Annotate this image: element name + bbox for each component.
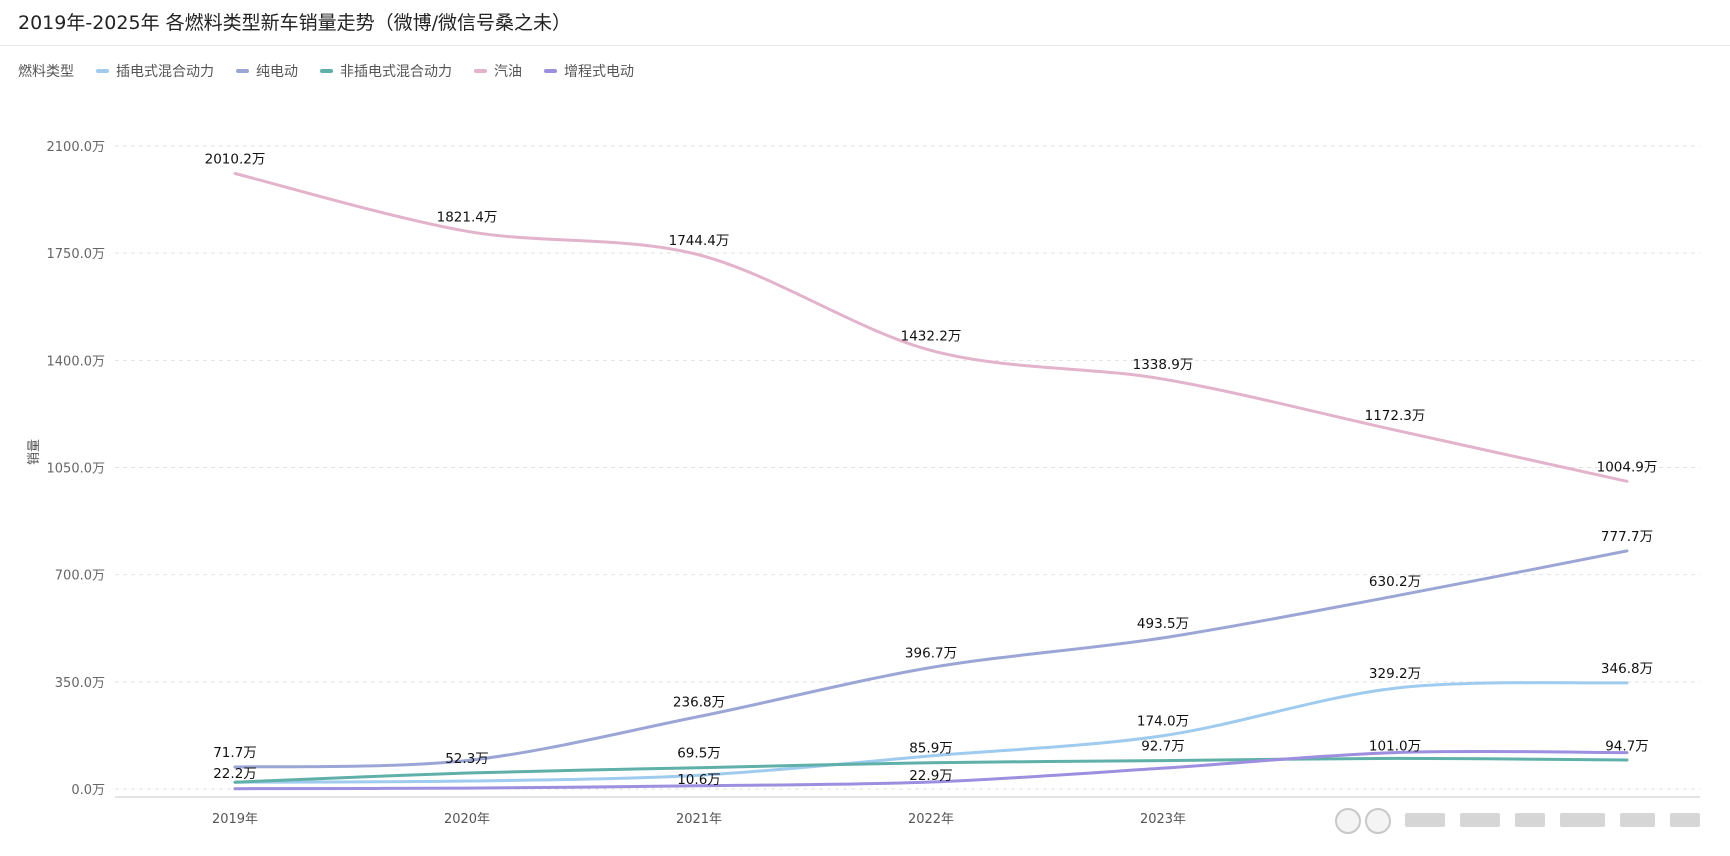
- watermark-overlay: [1335, 808, 1710, 834]
- data-label: 1172.3万: [1365, 408, 1426, 424]
- legend-swatch: [320, 69, 333, 73]
- data-label: 10.6万: [677, 772, 721, 788]
- watermark-block-icon: [1515, 813, 1545, 827]
- legend-item-erev[interactable]: 增程式电动: [544, 61, 634, 81]
- watermark-block-icon: [1670, 813, 1700, 827]
- chart-title: 2019年-2025年 各燃料类型新车销量走势（微博/微信号桑之未）: [18, 12, 572, 34]
- watermark-block-icon: [1460, 813, 1500, 827]
- data-label: 236.8万: [673, 694, 725, 710]
- legend-title: 燃料类型: [18, 64, 74, 80]
- y-tick-label: 350.0万: [55, 676, 105, 691]
- legend-item-phev[interactable]: 插电式混合动力: [96, 61, 214, 81]
- data-label: 630.2万: [1369, 574, 1421, 590]
- data-label: 2010.2万: [205, 151, 266, 167]
- legend-item-bev[interactable]: 纯电动: [236, 61, 298, 81]
- title-divider: [0, 45, 1730, 46]
- y-axis-title: 销量: [27, 439, 42, 465]
- data-label: 1744.4万: [669, 233, 730, 249]
- y-tick-label: 2100.0万: [47, 140, 106, 155]
- data-label: 85.9万: [909, 741, 953, 757]
- x-tick-label: 2022年: [908, 812, 954, 827]
- data-label: 92.7万: [1141, 739, 1185, 755]
- data-label: 101.0万: [1369, 739, 1421, 755]
- legend-item-hev[interactable]: 非插电式混合动力: [320, 61, 452, 81]
- watermark-circle-icon: [1335, 808, 1361, 834]
- legend-label: 非插电式混合动力: [340, 64, 452, 80]
- legend-label: 增程式电动: [564, 64, 634, 80]
- data-label: 777.7万: [1601, 529, 1653, 545]
- watermark-block-icon: [1560, 813, 1605, 827]
- legend-swatch: [544, 69, 557, 73]
- y-tick-label: 700.0万: [55, 569, 105, 584]
- y-tick-label: 0.0万: [71, 783, 105, 798]
- x-tick-label: 2021年: [676, 812, 722, 827]
- series-line-phev: [233, 681, 1629, 784]
- y-tick-label: 1400.0万: [47, 354, 106, 369]
- data-label: 493.5万: [1137, 616, 1189, 632]
- legend-label: 汽油: [494, 64, 522, 80]
- x-tick-label: 2020年: [444, 812, 490, 827]
- watermark-block-icon: [1620, 813, 1655, 827]
- series-line-erev: [233, 749, 1629, 791]
- legend-swatch: [236, 69, 249, 73]
- data-label: 52.3万: [445, 751, 489, 767]
- x-tick-label: 2019年: [212, 812, 258, 827]
- series-line-hev: [233, 756, 1629, 784]
- x-tick-label: 2023年: [1140, 812, 1186, 827]
- legend-swatch: [96, 69, 109, 73]
- data-label: 1004.9万: [1597, 459, 1658, 475]
- legend-label: 纯电动: [256, 64, 298, 80]
- data-label: 71.7万: [213, 745, 257, 761]
- data-label: 22.2万: [213, 766, 257, 782]
- series-line-gasoline: [233, 171, 1629, 483]
- legend-item-gasoline[interactable]: 汽油: [474, 61, 522, 81]
- legend-label: 插电式混合动力: [116, 64, 214, 80]
- series-line-bev: [233, 549, 1629, 769]
- data-label: 174.0万: [1137, 714, 1189, 730]
- watermark-block-icon: [1405, 813, 1445, 827]
- watermark-circle-icon: [1365, 808, 1391, 834]
- data-label: 1338.9万: [1133, 357, 1194, 373]
- y-tick-label: 1750.0万: [47, 247, 106, 262]
- legend: 燃料类型 插电式混合动力 纯电动 非插电式混合动力 汽油 增程式电动: [18, 60, 656, 82]
- data-label: 346.8万: [1601, 661, 1653, 677]
- data-label: 1432.2万: [901, 328, 962, 344]
- data-label: 1821.4万: [437, 209, 498, 225]
- data-label: 94.7万: [1605, 739, 1649, 755]
- legend-swatch: [474, 69, 487, 73]
- data-label: 22.9万: [909, 768, 953, 784]
- y-tick-label: 1050.0万: [47, 462, 106, 477]
- data-label: 329.2万: [1369, 666, 1421, 682]
- data-label: 396.7万: [905, 646, 957, 662]
- data-label: 69.5万: [677, 746, 721, 762]
